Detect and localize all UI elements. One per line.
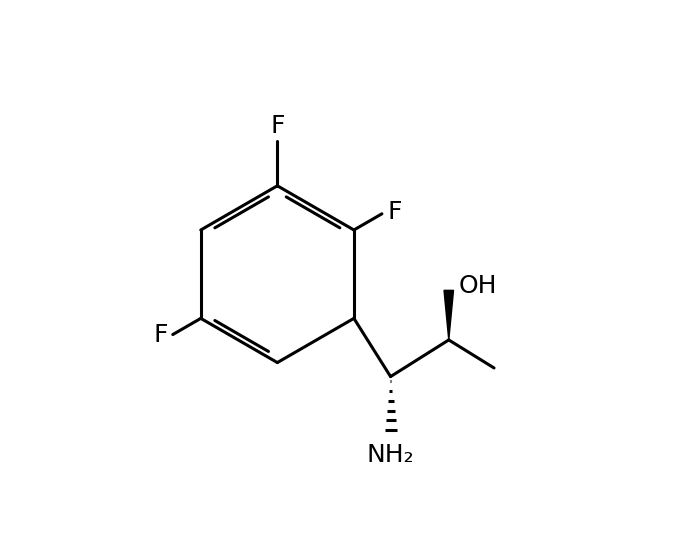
Polygon shape — [444, 290, 454, 340]
Text: NH₂: NH₂ — [367, 442, 414, 466]
Text: F: F — [153, 323, 167, 347]
Text: F: F — [387, 200, 402, 223]
Text: OH: OH — [458, 274, 497, 298]
Text: F: F — [270, 114, 285, 138]
